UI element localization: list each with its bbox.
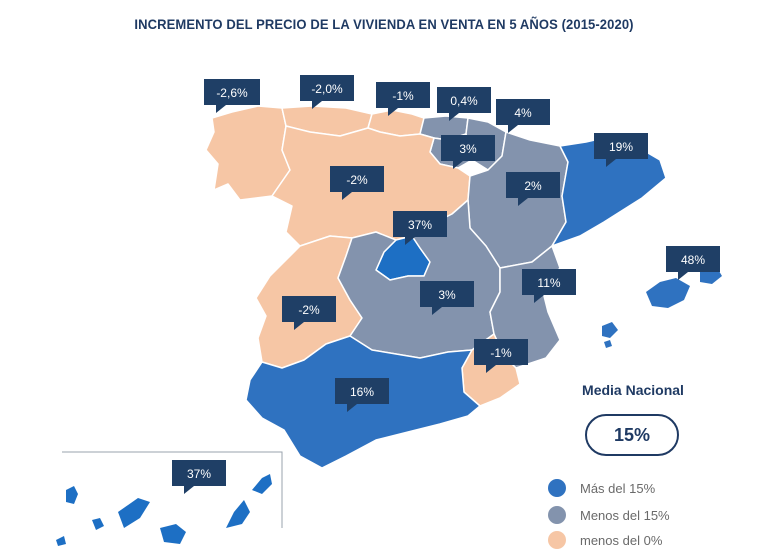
callout-extremadura: -2% <box>282 296 336 330</box>
callout-castilla-la-mancha: 3% <box>420 281 474 315</box>
legend-swatch-mas-15 <box>548 479 566 497</box>
region-galicia[interactable] <box>205 105 291 201</box>
callout-galicia-text: -2,6% <box>216 86 248 100</box>
callout-valencia: 11% <box>522 269 576 303</box>
map-title: INCREMENTO DEL PRECIO DE LA VIVIENDA EN … <box>134 16 634 32</box>
legend-swatch-menos-15 <box>548 506 566 524</box>
callout-canarias-text: 37% <box>187 467 211 481</box>
legend-item-mas-15: Más del 15% <box>548 479 655 497</box>
callout-canarias: 37% <box>172 460 226 494</box>
callout-castilla-la-mancha-text: 3% <box>438 288 456 302</box>
callout-cantabria-text: -1% <box>392 89 414 103</box>
callout-valencia-text: 11% <box>537 276 560 290</box>
callout-extremadura-text: -2% <box>298 303 320 317</box>
callout-andalucia: 16% <box>335 378 389 412</box>
region-canarias[interactable] <box>56 474 272 546</box>
legend-label-menos-15: Menos del 15% <box>580 507 670 523</box>
callout-castilla-leon: -2% <box>330 166 384 200</box>
callout-pais-vasco: 0,4% <box>437 87 491 121</box>
media-nacional-value: 15% <box>585 414 679 456</box>
callout-pais-vasco-text: 0,4% <box>450 94 478 108</box>
callout-murcia-text: -1% <box>490 346 512 360</box>
legend-label-menos-0: menos del 0% <box>580 532 663 548</box>
legend-swatch-menos-0 <box>548 531 566 549</box>
media-nacional-label: Media Nacional <box>582 382 684 398</box>
callout-asturias-text: -2,0% <box>311 82 343 96</box>
callout-baleares: 48% <box>666 246 720 280</box>
callout-cantabria: -1% <box>376 82 430 116</box>
callout-navarra-text: 4% <box>514 106 532 120</box>
legend-label-mas-15: Más del 15% <box>580 480 656 496</box>
callout-madrid-text: 37% <box>408 218 432 232</box>
callout-madrid: 37% <box>393 211 447 245</box>
callout-murcia: -1% <box>474 339 528 373</box>
callout-galicia: -2,6% <box>204 79 260 113</box>
callout-castilla-leon-text: -2% <box>346 173 368 187</box>
legend-item-menos-15: Menos del 15% <box>548 506 670 524</box>
callout-navarra: 4% <box>496 99 550 133</box>
callout-cataluna-text: 19% <box>609 140 633 154</box>
callout-rioja-text: 3% <box>459 142 477 156</box>
callout-asturias: -2,0% <box>300 75 354 109</box>
callout-baleares-text: 48% <box>681 253 705 267</box>
callout-rioja: 3% <box>441 135 495 169</box>
legend-item-menos-0: menos del 0% <box>548 531 662 549</box>
canarias-inset-frame <box>62 451 283 528</box>
region-baleares[interactable] <box>602 266 722 348</box>
callout-andalucia-text: 16% <box>350 385 374 399</box>
callout-cataluna: 19% <box>594 133 648 167</box>
callout-aragon-text: 2% <box>524 179 542 193</box>
callout-aragon: 2% <box>506 172 560 206</box>
